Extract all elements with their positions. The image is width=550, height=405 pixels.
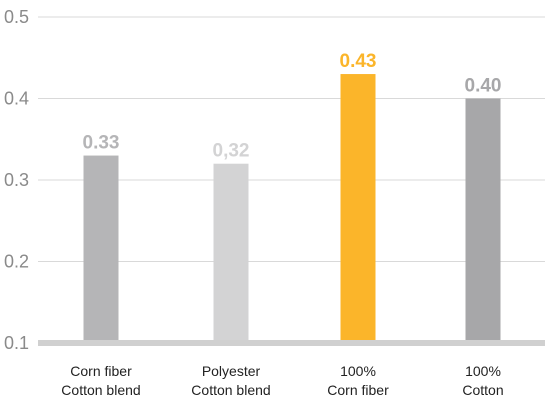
x-category-label: Corn fiber: [327, 382, 389, 398]
value-label: 0,32: [213, 141, 250, 162]
y-tick-label: 0.3: [4, 170, 29, 190]
x-category-label: 100%: [340, 363, 376, 379]
x-category-label: 100%: [465, 363, 501, 379]
x-category-label: Polyester: [202, 363, 261, 379]
x-category-label: Corn fiber: [70, 363, 132, 379]
x-axis-baseline: [38, 340, 545, 346]
bar: [465, 98, 501, 343]
value-label: 0.33: [83, 133, 120, 154]
value-label: 0.40: [465, 76, 502, 97]
x-category-label: Cotton blend: [191, 382, 270, 398]
x-category-label: Cotton: [462, 382, 503, 398]
y-tick-label: 0.2: [4, 252, 29, 272]
x-category-label: Cotton blend: [61, 382, 140, 398]
bar: [213, 163, 249, 343]
y-tick-label: 0.1: [4, 333, 29, 353]
y-tick-label: 0.4: [4, 89, 29, 109]
bar: [340, 74, 376, 344]
y-tick-label: 0.5: [4, 7, 29, 27]
value-label: 0.43: [340, 51, 377, 72]
bar: [83, 155, 119, 343]
